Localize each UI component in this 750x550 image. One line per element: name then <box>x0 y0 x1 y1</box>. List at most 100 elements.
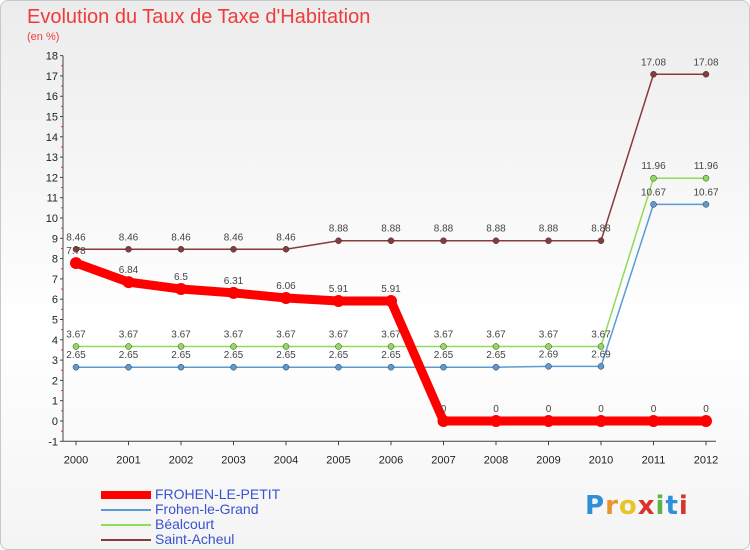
data-label-Frohen-le-Grand: 10.67 <box>641 187 666 198</box>
data-label-Frohen-le-Grand: 2.65 <box>329 350 349 361</box>
data-label-Saint-Acheul: 8.88 <box>486 224 506 235</box>
logo-letter: x <box>637 491 656 521</box>
y-tick-label: 10 <box>46 213 58 225</box>
y-tick-label: 2 <box>52 375 58 387</box>
y-tick-label: 0 <box>52 416 58 428</box>
data-point-Frohen-le-Grand <box>492 363 500 371</box>
data-label-Béalcourt: 3.67 <box>66 329 86 340</box>
data-label-FROHEN-LE-PETIT: 5.91 <box>381 284 401 295</box>
data-label-Saint-Acheul: 17.08 <box>641 57 666 68</box>
data-label-Béalcourt: 11.96 <box>694 161 719 172</box>
data-label-FROHEN-LE-PETIT: 5.91 <box>329 284 349 295</box>
x-tick-label: 2012 <box>694 454 718 466</box>
x-tick-label: 2011 <box>642 454 666 466</box>
data-point-Frohen-le-Grand <box>72 363 80 371</box>
chart-subtitle: (en %) <box>27 31 60 43</box>
y-tick-label: 13 <box>46 152 58 164</box>
y-tick-label: 11 <box>47 193 58 205</box>
data-point-Frohen-le-Grand <box>125 363 132 371</box>
data-point-Saint-Acheul <box>440 237 447 244</box>
x-tick-label: 2000 <box>64 454 88 466</box>
data-point-Saint-Acheul <box>492 237 500 244</box>
y-tick-label: 4 <box>52 335 58 347</box>
x-tick-label: 2009 <box>536 454 560 466</box>
data-label-Saint-Acheul: 8.88 <box>381 224 401 235</box>
data-label-Saint-Acheul: 8.46 <box>276 232 296 243</box>
data-point-Frohen-le-Grand <box>702 201 710 208</box>
data-label-Frohen-le-Grand: 2.65 <box>486 350 506 361</box>
x-tick-label: 2003 <box>221 454 245 466</box>
data-label-Saint-Acheul: 8.46 <box>171 232 191 243</box>
y-tick-label: 12 <box>46 172 58 184</box>
legend-label: Frohen-le-Grand <box>155 501 259 517</box>
data-point-Béalcourt <box>702 174 710 182</box>
logo-letter: i <box>678 491 689 521</box>
legend-swatch <box>101 524 151 526</box>
data-point-Béalcourt <box>125 343 132 350</box>
data-label-Béalcourt: 3.67 <box>276 329 296 340</box>
y-tick-label: 14 <box>46 132 58 144</box>
data-point-Saint-Acheul <box>650 71 657 78</box>
data-point-Saint-Acheul <box>230 246 237 253</box>
data-point-FROHEN-LE-PETIT <box>280 291 292 304</box>
data-point-Béalcourt <box>440 343 447 350</box>
data-point-Frohen-le-Grand <box>335 363 342 371</box>
data-point-Béalcourt <box>335 343 342 350</box>
data-point-Frohen-le-Grand <box>440 363 447 371</box>
data-label-Béalcourt: 3.67 <box>119 329 139 340</box>
data-label-Saint-Acheul: 17.08 <box>693 57 718 68</box>
data-point-FROHEN-LE-PETIT <box>175 283 187 296</box>
x-tick-label: 2002 <box>169 454 193 466</box>
data-label-Frohen-le-Grand: 2.65 <box>171 350 191 361</box>
data-point-Béalcourt <box>492 343 500 350</box>
data-point-Saint-Acheul <box>702 71 710 78</box>
data-label-Saint-Acheul: 8.88 <box>591 224 611 235</box>
data-label-Béalcourt: 3.67 <box>591 329 611 340</box>
logo-letter: i <box>655 491 666 521</box>
series-line-Béalcourt <box>76 177 706 348</box>
x-tick-label: 2001 <box>116 454 140 466</box>
data-label-Frohen-le-Grand: 10.67 <box>693 187 718 198</box>
data-label-Saint-Acheul: 8.88 <box>539 224 559 235</box>
data-point-Frohen-le-Grand <box>282 363 290 371</box>
legend-label: Béalcourt <box>155 516 215 532</box>
legend-label: FROHEN-LE-PETIT <box>155 486 281 502</box>
data-label-Béalcourt: 3.67 <box>434 329 454 340</box>
y-tick-label: 8 <box>52 254 58 266</box>
data-label-Frohen-le-Grand: 2.65 <box>224 350 244 361</box>
data-label-Frohen-le-Grand: 2.65 <box>381 350 401 361</box>
data-point-Béalcourt <box>282 343 290 350</box>
data-point-Béalcourt <box>597 343 605 350</box>
data-point-FROHEN-LE-PETIT <box>332 295 345 308</box>
data-point-Saint-Acheul <box>387 237 395 244</box>
data-point-Béalcourt <box>230 343 237 350</box>
y-tick-label: 7 <box>52 274 58 286</box>
data-label-FROHEN-LE-PETIT: 0 <box>703 404 709 415</box>
data-label-Saint-Acheul: 8.88 <box>434 224 454 235</box>
legend-swatch <box>101 491 151 499</box>
data-label-Béalcourt: 3.67 <box>171 329 191 340</box>
y-tick-label: 3 <box>52 355 58 367</box>
data-label-FROHEN-LE-PETIT: 0 <box>546 404 552 415</box>
data-label-FROHEN-LE-PETIT: 6.5 <box>174 272 188 283</box>
legend-swatch <box>101 509 151 511</box>
data-label-Saint-Acheul: 8.46 <box>119 232 139 243</box>
y-tick-label: 15 <box>46 112 58 124</box>
data-label-FROHEN-LE-PETIT: 6.31 <box>224 276 244 287</box>
data-point-Saint-Acheul <box>282 246 290 253</box>
data-point-Frohen-le-Grand <box>387 363 395 371</box>
data-label-FROHEN-LE-PETIT: 7.78 <box>66 246 86 257</box>
data-point-FROHEN-LE-PETIT <box>595 415 607 427</box>
data-label-FROHEN-LE-PETIT: 6.06 <box>276 281 296 292</box>
data-label-Béalcourt: 3.67 <box>329 329 349 340</box>
logo-letter: o <box>618 491 638 521</box>
data-point-Frohen-le-Grand <box>650 201 657 208</box>
data-point-FROHEN-LE-PETIT <box>385 295 397 308</box>
data-label-Béalcourt: 3.67 <box>224 329 244 340</box>
data-label-Frohen-le-Grand: 2.65 <box>276 350 296 361</box>
y-tick-label: 9 <box>52 233 58 245</box>
data-point-Frohen-le-Grand <box>597 363 605 370</box>
data-label-FROHEN-LE-PETIT: 0 <box>651 404 657 415</box>
data-label-Saint-Acheul: 8.46 <box>224 232 244 243</box>
